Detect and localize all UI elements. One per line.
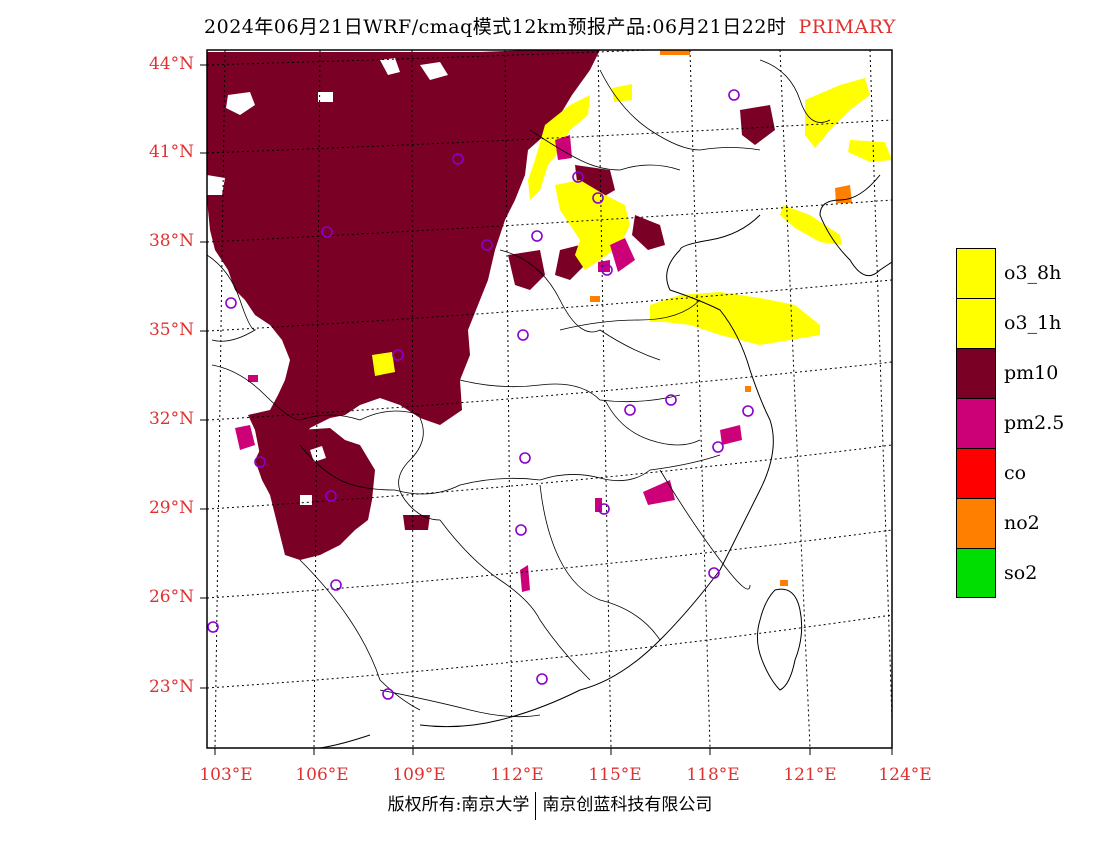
o3-region-3 — [650, 292, 820, 345]
graticule — [207, 50, 892, 748]
legend: o3_8h o3_1h pm10 pm2.5 co no2 so2 — [956, 248, 1064, 598]
legend-label: so2 — [1004, 562, 1038, 584]
o3-region-4 — [805, 78, 870, 148]
lon-label-112: 112°E — [490, 765, 544, 785]
footer-separator — [535, 791, 537, 820]
lon-label-118: 118°E — [686, 765, 740, 785]
lat-label-23: 23°N — [148, 677, 194, 697]
legend-item-no2: no2 — [956, 498, 1064, 548]
lon-label-109: 109°E — [392, 765, 446, 785]
lon-label-115: 115°E — [588, 765, 642, 785]
copyright-footer: 版权所有:南京大学 南京创蓝科技有限公司 — [0, 790, 1100, 820]
legend-swatch — [956, 498, 996, 548]
pm25-patches — [235, 135, 742, 592]
legend-label: pm2.5 — [1004, 412, 1065, 434]
legend-swatch — [956, 348, 996, 398]
axis-ticks — [200, 64, 893, 755]
o3-region-6 — [848, 140, 892, 162]
lon-label-124: 124°E — [878, 765, 932, 785]
title-tag: PRIMARY — [798, 16, 896, 38]
legend-label: pm10 — [1004, 362, 1059, 384]
pm10-region-south — [255, 428, 375, 560]
lon-label-121: 121°E — [783, 765, 837, 785]
map-frame — [206, 49, 893, 749]
footer-right: 南京创蓝科技有限公司 — [542, 795, 713, 815]
lat-label-29: 29°N — [148, 498, 194, 518]
lat-label-44: 44°N — [148, 54, 194, 74]
lat-label-35: 35°N — [148, 320, 194, 340]
pm10-region-north — [207, 50, 600, 480]
legend-item-so2: so2 — [956, 548, 1064, 598]
legend-item-o3-8h: o3_8h — [956, 248, 1064, 298]
legend-label: co — [1004, 462, 1027, 484]
legend-swatch — [956, 548, 996, 598]
legend-swatch — [956, 298, 996, 348]
coastline — [319, 174, 892, 748]
map-area — [207, 50, 892, 748]
map-title: 2024年06月21日WRF/cmaq模式12km预报产品:06月21日22时 P… — [0, 12, 1100, 39]
station-markers — [207, 89, 754, 700]
lon-label-103: 103°E — [199, 765, 253, 785]
legend-label: no2 — [1004, 512, 1040, 534]
legend-swatch — [956, 448, 996, 498]
no2-patches — [590, 50, 852, 586]
legend-label: o3_1h — [1004, 312, 1062, 334]
lat-label-38: 38°N — [148, 231, 194, 251]
lat-label-41: 41°N — [148, 142, 194, 162]
lat-label-32: 32°N — [148, 409, 194, 429]
legend-label: o3_8h — [1004, 262, 1062, 284]
title-main: 2024年06月21日WRF/cmaq模式12km预报产品:06月21日22时 — [204, 16, 787, 38]
legend-item-pm25: pm2.5 — [956, 398, 1064, 448]
boundaries — [207, 59, 831, 718]
o3-region-5 — [780, 205, 842, 245]
legend-item-pm10: pm10 — [956, 348, 1064, 398]
lat-label-26: 26°N — [148, 587, 194, 607]
lon-label-106: 106°E — [295, 765, 349, 785]
footer-left: 版权所有:南京大学 — [387, 795, 530, 815]
legend-item-co: co — [956, 448, 1064, 498]
legend-swatch — [956, 398, 996, 448]
legend-swatch — [956, 248, 996, 298]
legend-item-o3-1h: o3_1h — [956, 298, 1064, 348]
